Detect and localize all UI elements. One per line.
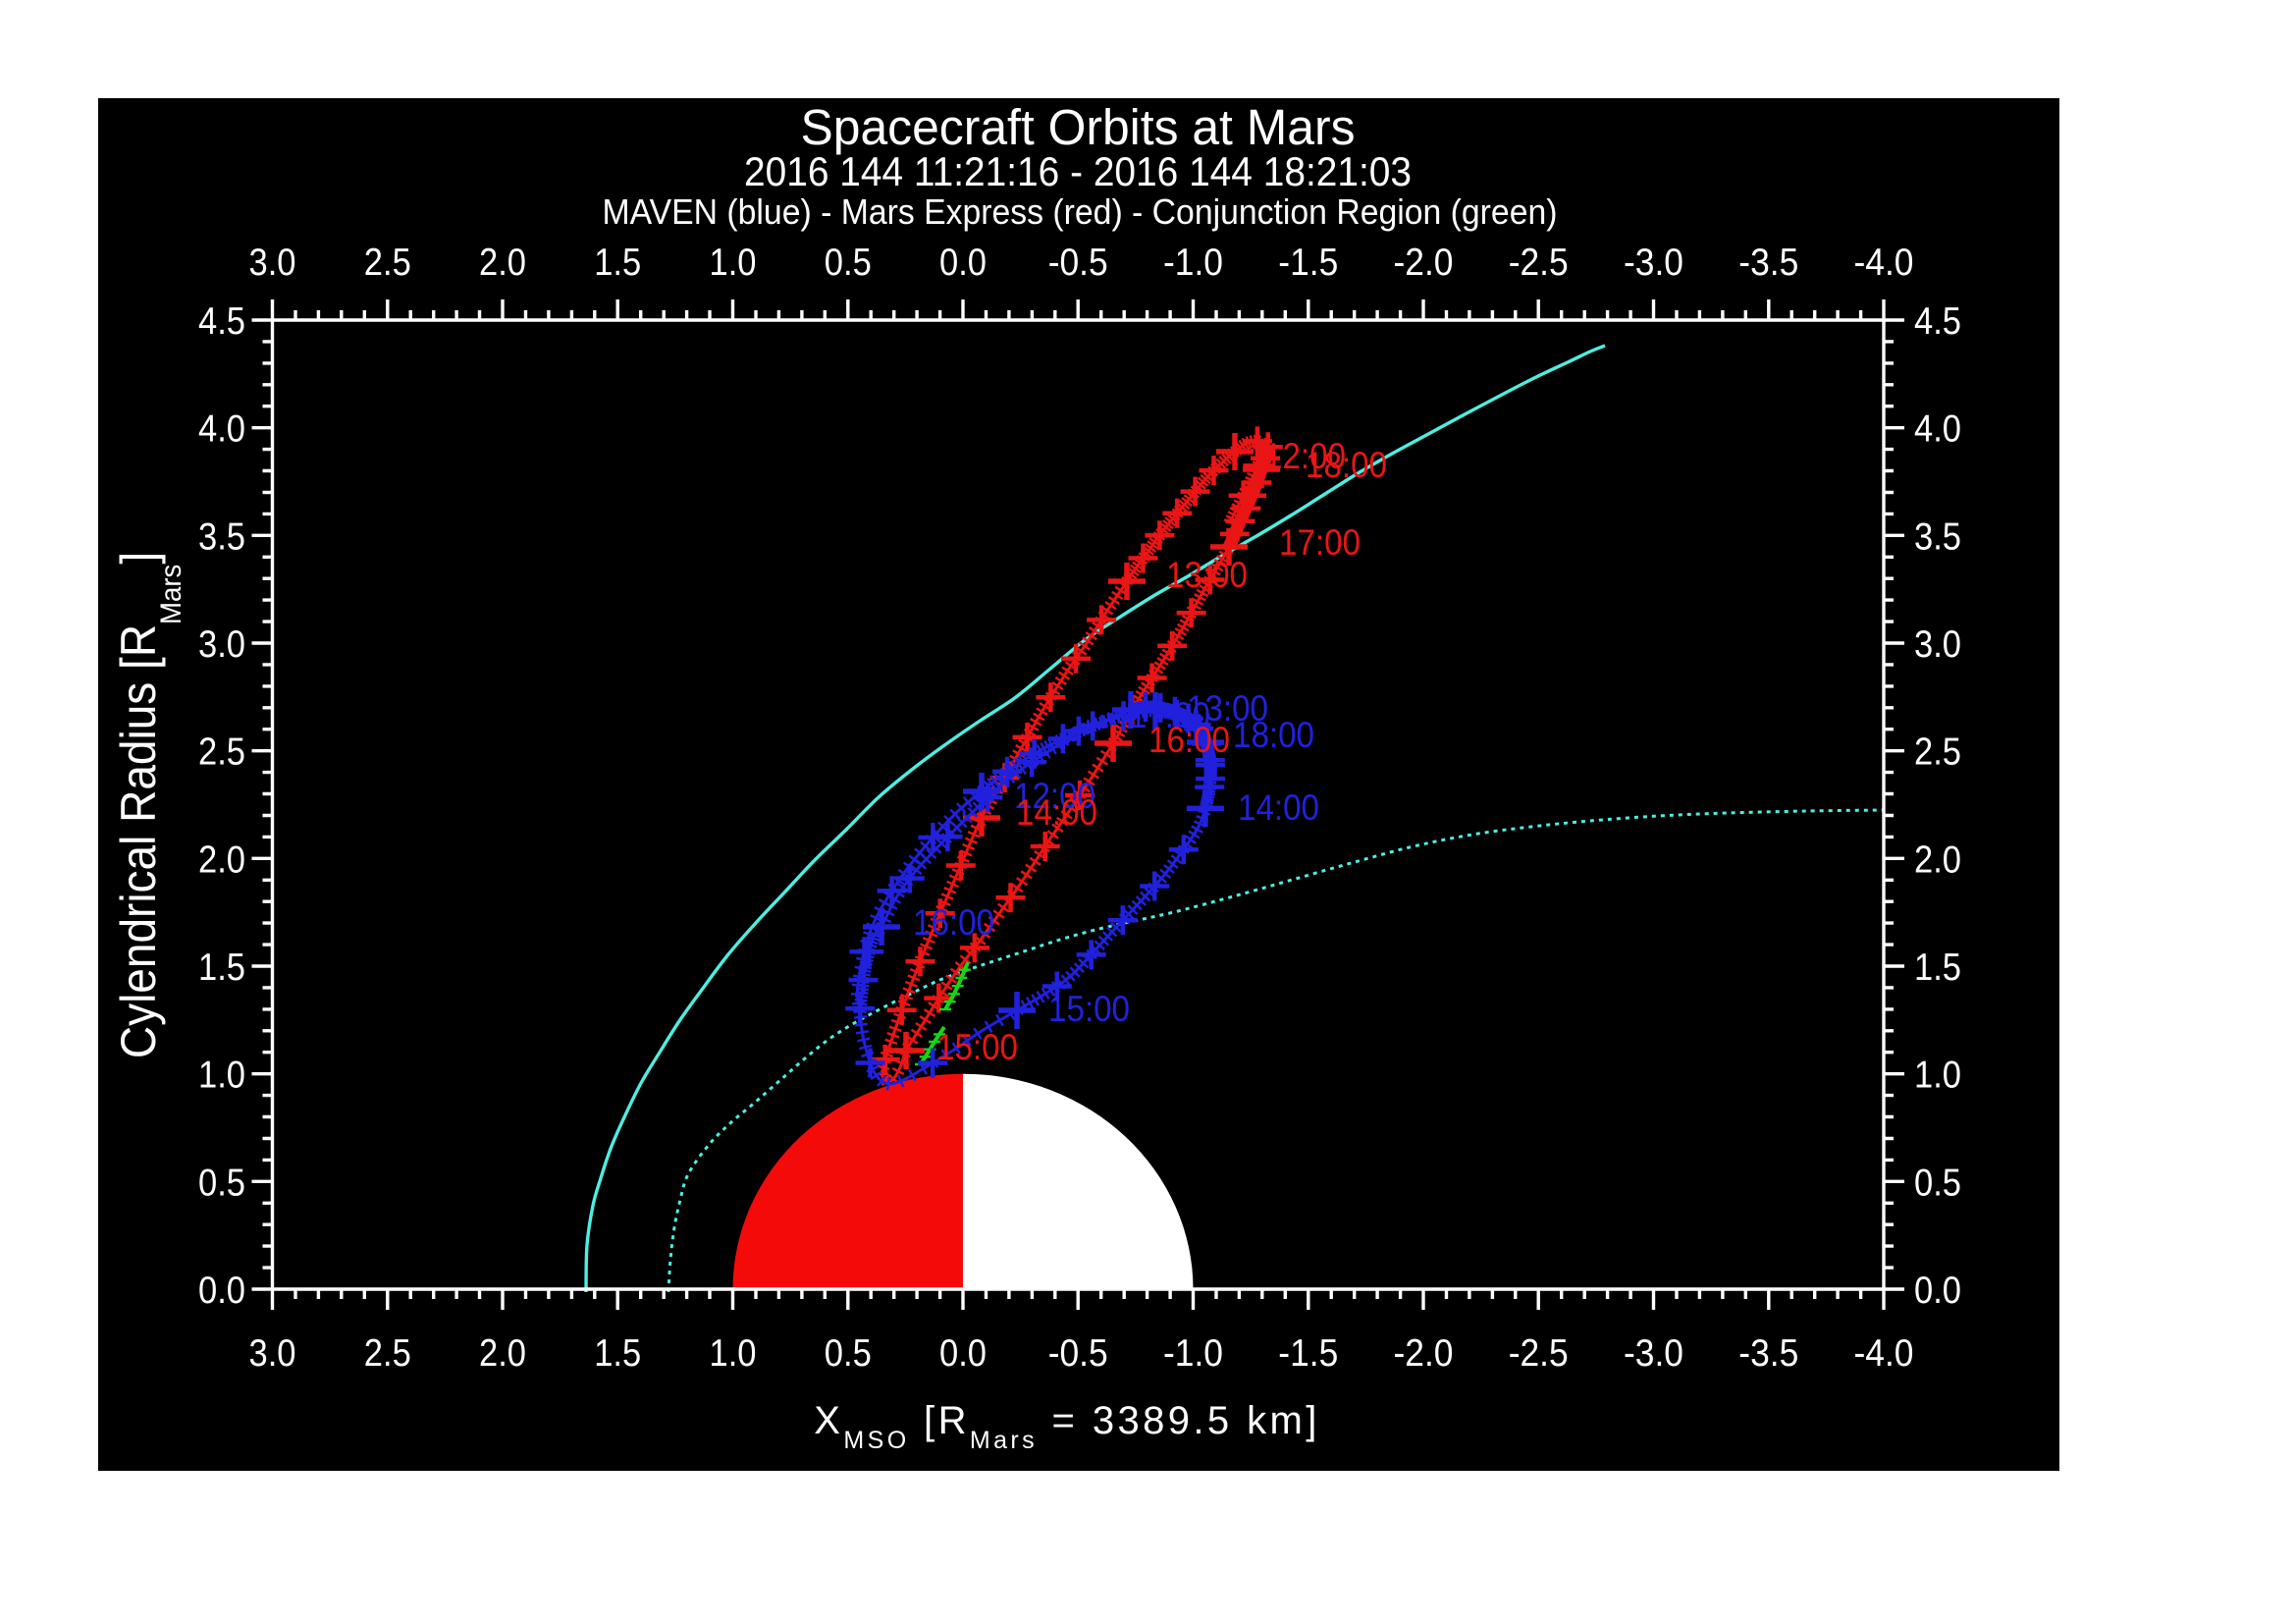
svg-text:-3.0: -3.0: [1624, 242, 1683, 284]
svg-text:2.0: 2.0: [479, 1332, 526, 1375]
svg-text:MAVEN (blue) - Mars Express (r: MAVEN (blue) - Mars Express (red) - Conj…: [603, 191, 1558, 232]
svg-text:2.0: 2.0: [479, 242, 526, 284]
svg-text:3.5: 3.5: [1914, 515, 1961, 558]
svg-text:1.5: 1.5: [594, 1332, 641, 1375]
svg-text:1.0: 1.0: [710, 1332, 757, 1375]
svg-text:15:00: 15:00: [936, 1027, 1018, 1067]
svg-text:-4.0: -4.0: [1854, 1332, 1914, 1375]
svg-text:-1.0: -1.0: [1163, 1332, 1223, 1375]
svg-text:18:00: 18:00: [1306, 445, 1387, 485]
svg-text:14:00: 14:00: [1016, 792, 1097, 833]
svg-text:12:00: 12:00: [1264, 436, 1346, 476]
svg-text:1.5: 1.5: [198, 947, 245, 989]
svg-text:4.5: 4.5: [198, 300, 245, 343]
svg-text:17:00: 17:00: [1129, 695, 1210, 735]
svg-text:13:00: 13:00: [1187, 688, 1268, 729]
svg-text:0.5: 0.5: [825, 242, 872, 284]
svg-text:3.0: 3.0: [198, 623, 245, 666]
svg-text:-0.5: -0.5: [1048, 242, 1108, 284]
svg-text:2.5: 2.5: [364, 1332, 411, 1375]
svg-text:1.0: 1.0: [1914, 1055, 1961, 1097]
svg-text:14:00: 14:00: [1238, 787, 1319, 828]
svg-text:0.0: 0.0: [939, 1332, 987, 1375]
svg-text:-2.5: -2.5: [1509, 242, 1569, 284]
svg-text:-2.5: -2.5: [1509, 1332, 1569, 1375]
svg-text:3.0: 3.0: [249, 1332, 296, 1375]
svg-text:13:00: 13:00: [1166, 555, 1248, 595]
svg-text:-3.5: -3.5: [1738, 242, 1798, 284]
svg-text:Spacecraft Orbits at Mars: Spacecraft Orbits at Mars: [801, 99, 1356, 155]
svg-text:0.0: 0.0: [198, 1270, 245, 1312]
svg-text:4.5: 4.5: [1914, 300, 1961, 343]
svg-text:16:00: 16:00: [913, 902, 994, 943]
svg-text:17:00: 17:00: [1279, 522, 1361, 563]
svg-text:-4.0: -4.0: [1854, 242, 1914, 284]
svg-text:0.5: 0.5: [825, 1332, 872, 1375]
svg-text:-2.0: -2.0: [1394, 1332, 1454, 1375]
svg-text:0.0: 0.0: [939, 242, 987, 284]
svg-text:0.5: 0.5: [1914, 1162, 1961, 1204]
svg-text:-1.5: -1.5: [1278, 242, 1338, 284]
svg-text:2016 144 11:21:16 - 2016 144 1: 2016 144 11:21:16 - 2016 144 18:21:03: [744, 148, 1412, 194]
svg-text:0.0: 0.0: [1914, 1270, 1961, 1312]
svg-text:2.0: 2.0: [198, 839, 245, 881]
svg-text:-2.0: -2.0: [1394, 242, 1454, 284]
svg-text:-1.5: -1.5: [1278, 1332, 1338, 1375]
svg-text:1.5: 1.5: [594, 242, 641, 284]
svg-text:-0.5: -0.5: [1048, 1332, 1108, 1375]
svg-text:-1.0: -1.0: [1163, 242, 1223, 284]
svg-text:1.0: 1.0: [710, 242, 757, 284]
svg-text:2.0: 2.0: [1914, 839, 1961, 881]
svg-text:-3.0: -3.0: [1624, 1332, 1683, 1375]
svg-text:2.5: 2.5: [198, 731, 245, 774]
svg-text:1.0: 1.0: [198, 1055, 245, 1097]
svg-text:4.0: 4.0: [1914, 408, 1961, 451]
svg-text:0.5: 0.5: [198, 1162, 245, 1204]
svg-text:15:00: 15:00: [1048, 989, 1130, 1029]
svg-text:2.5: 2.5: [1914, 731, 1961, 774]
svg-text:16:00: 16:00: [1148, 720, 1230, 760]
svg-text:4.0: 4.0: [198, 408, 245, 451]
svg-text:18:00: 18:00: [1233, 715, 1314, 755]
svg-text:12:00: 12:00: [1014, 776, 1095, 816]
svg-text:1.5: 1.5: [1914, 947, 1961, 989]
svg-text:-3.5: -3.5: [1738, 1332, 1798, 1375]
svg-text:3.5: 3.5: [198, 515, 245, 558]
svg-text:3.0: 3.0: [249, 242, 296, 284]
svg-text:3.0: 3.0: [1914, 623, 1961, 666]
svg-text:2.5: 2.5: [364, 242, 411, 284]
